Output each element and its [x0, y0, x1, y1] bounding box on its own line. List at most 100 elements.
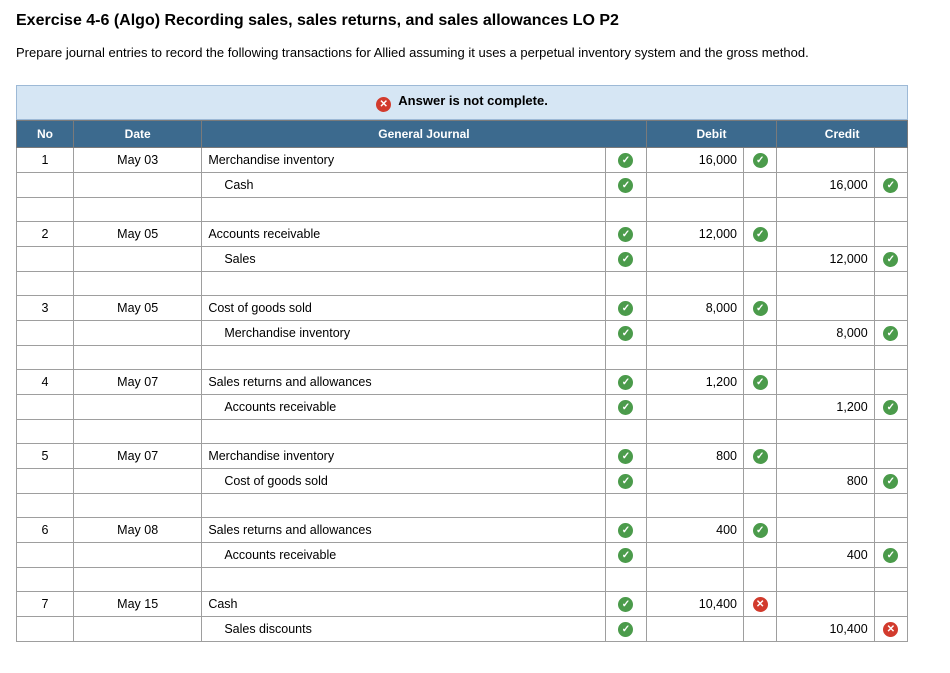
- cell-debit[interactable]: [646, 616, 743, 641]
- cell-date: May 05: [74, 295, 202, 320]
- cell-credit[interactable]: 10,400: [777, 616, 874, 641]
- cell-debit[interactable]: 800: [646, 443, 743, 468]
- cell-debit[interactable]: 400: [646, 517, 743, 542]
- check-icon: ✓: [618, 622, 633, 637]
- cell-credit-mark: [874, 295, 907, 320]
- cell-row-mark: ✓: [606, 443, 646, 468]
- cell-debit-mark: [744, 320, 777, 345]
- cell-account[interactable]: Sales returns and allowances: [202, 517, 606, 542]
- col-no: No: [17, 120, 74, 147]
- cell-credit[interactable]: [777, 147, 874, 172]
- cell-debit[interactable]: [646, 246, 743, 271]
- check-icon: ✓: [618, 326, 633, 341]
- error-icon: ✕: [376, 97, 391, 112]
- cell-credit[interactable]: [777, 443, 874, 468]
- cell-row-mark: ✓: [606, 172, 646, 197]
- cell-debit[interactable]: 8,000: [646, 295, 743, 320]
- col-journal: General Journal: [202, 120, 646, 147]
- cell-no: [17, 468, 74, 493]
- cell-credit[interactable]: 400: [777, 542, 874, 567]
- cell-account[interactable]: Accounts receivable: [202, 394, 606, 419]
- cell-no: 4: [17, 369, 74, 394]
- journal-table: No Date General Journal Debit Credit 1Ma…: [16, 120, 908, 642]
- cell-row-mark: ✓: [606, 394, 646, 419]
- cell-account[interactable]: Sales discounts: [202, 616, 606, 641]
- cell-account[interactable]: Merchandise inventory: [202, 320, 606, 345]
- cell-row-mark: ✓: [606, 320, 646, 345]
- cell-credit[interactable]: 12,000: [777, 246, 874, 271]
- cell-credit[interactable]: 1,200: [777, 394, 874, 419]
- status-banner-text: Answer is not complete.: [398, 93, 548, 108]
- check-icon: ✓: [618, 400, 633, 415]
- cell-credit[interactable]: 16,000: [777, 172, 874, 197]
- cell-account[interactable]: Sales returns and allowances: [202, 369, 606, 394]
- cell-row-mark: ✓: [606, 517, 646, 542]
- page-title: Exercise 4-6 (Algo) Recording sales, sal…: [16, 12, 934, 30]
- cell-credit-mark: ✓: [874, 394, 907, 419]
- cell-no: [17, 172, 74, 197]
- cell-account[interactable]: Merchandise inventory: [202, 147, 606, 172]
- cell-row-mark: ✓: [606, 369, 646, 394]
- cell-credit[interactable]: 8,000: [777, 320, 874, 345]
- cell-credit[interactable]: [777, 517, 874, 542]
- instructions-text: Prepare journal entries to record the fo…: [16, 44, 934, 63]
- check-icon: ✓: [883, 400, 898, 415]
- cell-debit[interactable]: 16,000: [646, 147, 743, 172]
- cell-debit[interactable]: [646, 394, 743, 419]
- cell-account[interactable]: Cost of goods sold: [202, 468, 606, 493]
- cell-row-mark: ✓: [606, 616, 646, 641]
- cell-credit[interactable]: [777, 221, 874, 246]
- cell-debit-mark: ✓: [744, 295, 777, 320]
- table-row: 5May 07Merchandise inventory✓800✓: [17, 443, 908, 468]
- table-row: Accounts receivable✓400✓: [17, 542, 908, 567]
- cell-no: [17, 616, 74, 641]
- cell-credit-mark: ✕: [874, 616, 907, 641]
- cell-no: [17, 246, 74, 271]
- cell-credit-mark: [874, 591, 907, 616]
- cell-debit[interactable]: 1,200: [646, 369, 743, 394]
- cell-no: 1: [17, 147, 74, 172]
- check-icon: ✓: [753, 153, 768, 168]
- check-icon: ✓: [618, 548, 633, 563]
- cell-account[interactable]: Cash: [202, 591, 606, 616]
- check-icon: ✓: [618, 523, 633, 538]
- cell-no: [17, 320, 74, 345]
- cell-account[interactable]: Accounts receivable: [202, 542, 606, 567]
- cell-account[interactable]: Accounts receivable: [202, 221, 606, 246]
- cell-row-mark: ✓: [606, 468, 646, 493]
- cell-debit[interactable]: [646, 542, 743, 567]
- cell-debit[interactable]: 12,000: [646, 221, 743, 246]
- cell-account[interactable]: Cost of goods sold: [202, 295, 606, 320]
- cell-debit[interactable]: [646, 468, 743, 493]
- check-icon: ✓: [618, 474, 633, 489]
- table-row: 7May 15Cash✓10,400✕: [17, 591, 908, 616]
- cell-account[interactable]: Merchandise inventory: [202, 443, 606, 468]
- table-row: Sales✓12,000✓: [17, 246, 908, 271]
- cell-row-mark: ✓: [606, 246, 646, 271]
- check-icon: ✓: [618, 301, 633, 316]
- cell-credit[interactable]: [777, 369, 874, 394]
- cell-account[interactable]: Cash: [202, 172, 606, 197]
- table-row: 2May 05Accounts receivable✓12,000✓: [17, 221, 908, 246]
- check-icon: ✓: [753, 449, 768, 464]
- cell-debit[interactable]: [646, 172, 743, 197]
- cell-debit-mark: [744, 394, 777, 419]
- spacer-row: [17, 197, 908, 221]
- spacer-row: [17, 567, 908, 591]
- cell-date: [74, 616, 202, 641]
- cell-debit[interactable]: 10,400: [646, 591, 743, 616]
- cell-debit[interactable]: [646, 320, 743, 345]
- cell-credit[interactable]: 800: [777, 468, 874, 493]
- cell-account[interactable]: Sales: [202, 246, 606, 271]
- cell-credit[interactable]: [777, 591, 874, 616]
- cell-date: [74, 172, 202, 197]
- cell-credit[interactable]: [777, 295, 874, 320]
- status-banner: ✕ Answer is not complete.: [16, 85, 908, 120]
- spacer-row: [17, 345, 908, 369]
- cell-credit-mark: ✓: [874, 172, 907, 197]
- check-icon: ✓: [618, 153, 633, 168]
- col-debit: Debit: [646, 120, 777, 147]
- check-icon: ✓: [753, 227, 768, 242]
- col-date: Date: [74, 120, 202, 147]
- check-icon: ✓: [618, 375, 633, 390]
